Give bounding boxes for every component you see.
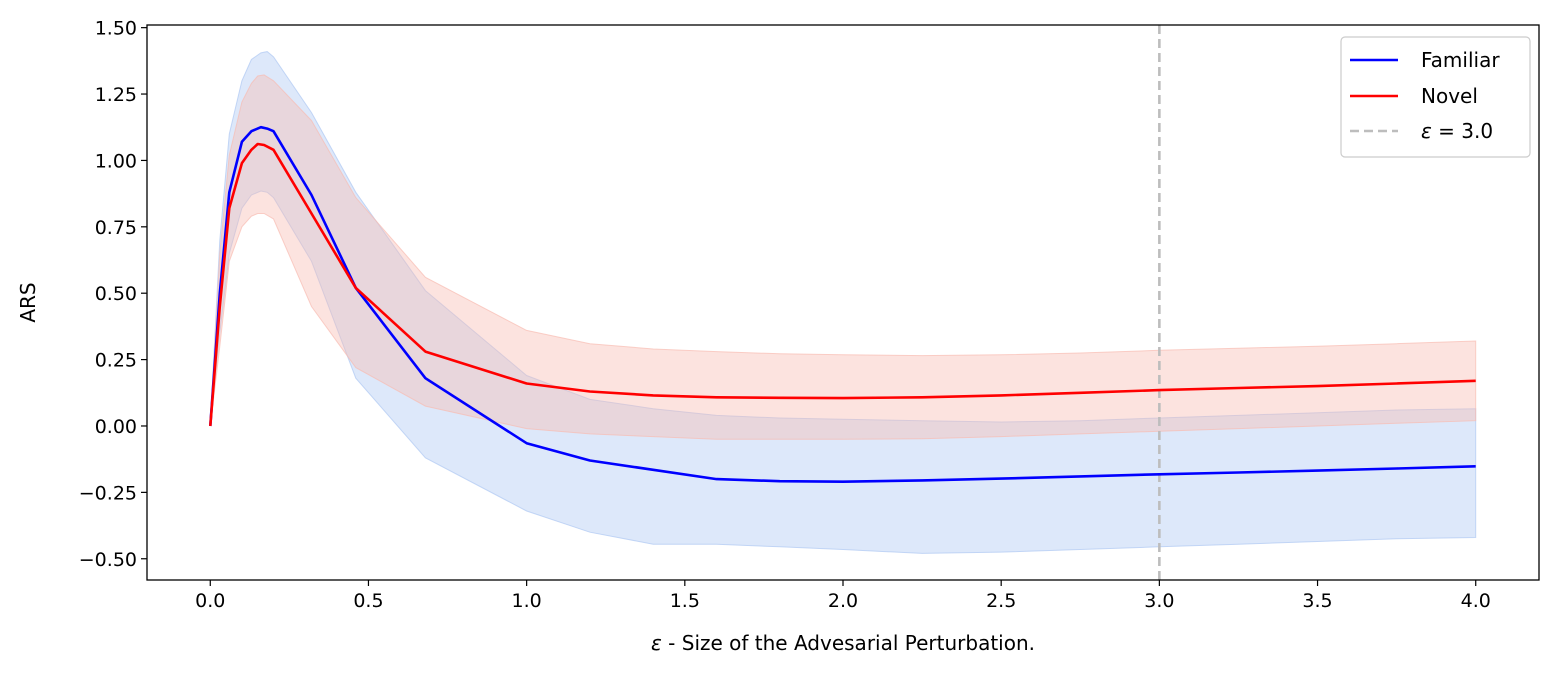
x-tick-label: 3.0 <box>1144 590 1174 612</box>
legend-label-novel: Novel <box>1421 84 1478 108</box>
y-tick-label: 0.50 <box>95 283 137 305</box>
x-axis-label-symbol: ε <box>651 631 662 655</box>
x-axis-label: ε - Size of the Advesarial Perturbation. <box>651 631 1035 655</box>
x-tick-label: 3.5 <box>1302 590 1332 612</box>
y-tick-label: 0.75 <box>95 217 137 239</box>
x-tick-label: 0.5 <box>353 590 383 612</box>
band-familiar <box>209 51 1477 554</box>
legend-threshold-text: = 3.0 <box>1432 119 1493 143</box>
x-tick-label: 2.0 <box>828 590 858 612</box>
y-axis-ticks: −0.50 −0.25 0.00 0.25 0.50 0.75 1.00 1.25 1.50 <box>79 18 147 571</box>
x-axis-ticks: 0.0 0.5 1.0 1.5 2.0 2.5 3.0 3.5 4.0 <box>195 580 1491 612</box>
x-tick-label: 2.5 <box>986 590 1016 612</box>
confidence-bands <box>209 51 1477 554</box>
x-tick-label: 0.0 <box>195 590 225 612</box>
y-tick-label: −0.25 <box>79 482 137 504</box>
y-tick-label: 0.25 <box>95 350 137 372</box>
y-tick-label: 1.50 <box>95 18 137 40</box>
line-familiar <box>209 125 1476 484</box>
legend-label-threshold: ε = 3.0 <box>1421 119 1493 143</box>
legend: Familiar Novel ε = 3.0 <box>1340 36 1531 158</box>
y-tick-label: −0.50 <box>79 549 137 571</box>
y-tick-label: 1.00 <box>95 150 137 172</box>
legend-threshold-symbol: ε <box>1421 119 1432 143</box>
x-tick-label: 1.0 <box>512 590 542 612</box>
legend-label-familiar: Familiar <box>1421 48 1500 72</box>
x-axis-label-text: - Size of the Advesarial Perturbation. <box>662 631 1035 655</box>
x-tick-label: 4.0 <box>1461 590 1491 612</box>
y-tick-label: 0.00 <box>95 416 137 438</box>
x-tick-label: 1.5 <box>670 590 700 612</box>
series-lines <box>209 125 1476 484</box>
line-novel <box>209 142 1476 427</box>
legend-box <box>1340 36 1531 158</box>
y-axis-label: ARS <box>16 282 40 322</box>
y-tick-label: 1.25 <box>95 84 137 106</box>
band-novel <box>209 74 1477 440</box>
